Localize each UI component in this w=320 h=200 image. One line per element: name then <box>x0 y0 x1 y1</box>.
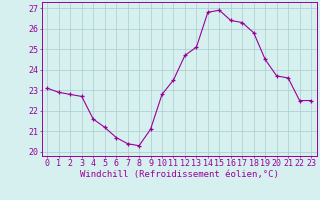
X-axis label: Windchill (Refroidissement éolien,°C): Windchill (Refroidissement éolien,°C) <box>80 170 279 179</box>
